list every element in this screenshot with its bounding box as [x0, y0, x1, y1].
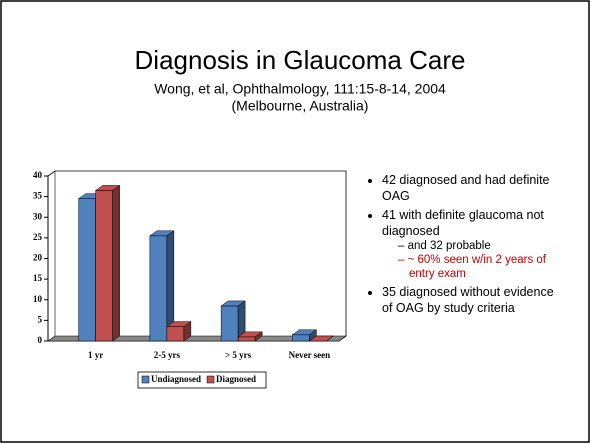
- y-tick-label: 0: [38, 335, 43, 345]
- x-tick-label: > 5 yrs: [225, 350, 252, 360]
- bar: [237, 331, 263, 342]
- bar: [220, 300, 246, 342]
- bar-front: [78, 198, 96, 342]
- y-tick-label: 15: [33, 273, 43, 283]
- bullet: 41 with definite glaucoma not diagnoseda…: [382, 207, 566, 281]
- bullet: 42 diagnosed and had definite OAG: [382, 172, 566, 204]
- bullets: 42 diagnosed and had definite OAG 41 with…: [366, 172, 566, 316]
- legend-box: [137, 371, 267, 389]
- bar: [291, 329, 318, 342]
- legend: Undiagnosed Diagnosed: [137, 371, 267, 389]
- y-tick-label: 20: [33, 253, 43, 263]
- legend-swatch: [141, 375, 150, 384]
- sub-bullets: and 32 probable~ 60% seen w/in 2 years o…: [382, 239, 566, 281]
- sub-bullet: ~ 60% seen w/in 2 years of entry exam: [398, 253, 566, 281]
- bar-front: [292, 334, 310, 342]
- bar: [149, 230, 175, 342]
- bar-front: [166, 326, 185, 342]
- legend-label: Undiagnosed: [151, 374, 201, 384]
- y-tick-label: 25: [33, 232, 43, 242]
- bullet-text: 42 diagnosed and had definite OAG: [382, 173, 550, 203]
- bar-side: [254, 331, 263, 342]
- x-tick-label: 2-5 yrs: [154, 350, 181, 360]
- x-tick-label: 1 yr: [88, 350, 103, 360]
- legend-swatch: [206, 375, 215, 384]
- bar: [308, 335, 335, 342]
- title: Diagnosis in Glaucoma Care: [135, 45, 466, 75]
- bullet-text: 35 diagnosed without evidence of OAG by …: [382, 285, 554, 315]
- bullet-list: 42 diagnosed and had definite OAG 41 with…: [366, 172, 566, 319]
- bullet: 35 diagnosed without evidence of OAG by …: [382, 284, 566, 316]
- legend-label: Diagnosed: [216, 374, 256, 384]
- bar: [166, 321, 192, 342]
- bullet-text: 41 with definite glaucoma not diagnosed: [382, 208, 544, 238]
- bar-front: [220, 305, 239, 342]
- sub-bullet: and 32 probable: [398, 239, 566, 253]
- y-tick-label: 40: [33, 170, 43, 180]
- y-tick-label: 5: [38, 314, 43, 324]
- bar-side: [183, 321, 192, 342]
- bar: [94, 184, 121, 342]
- subtitle: (Melbourne, Australia): [232, 98, 369, 114]
- x-tick-label: Never seen: [289, 350, 331, 360]
- bar-front: [95, 190, 113, 342]
- bar-side: [326, 335, 334, 342]
- y-tick-label: 10: [33, 294, 43, 304]
- bar-side: [112, 184, 120, 342]
- bar-front: [149, 235, 168, 342]
- y-tick-label: 35: [33, 191, 43, 201]
- subtitle: Wong, et al, Ophthalmology, 111:15-8-14,…: [154, 81, 446, 97]
- y-tick-label: 30: [33, 211, 43, 221]
- bar-front: [237, 336, 256, 342]
